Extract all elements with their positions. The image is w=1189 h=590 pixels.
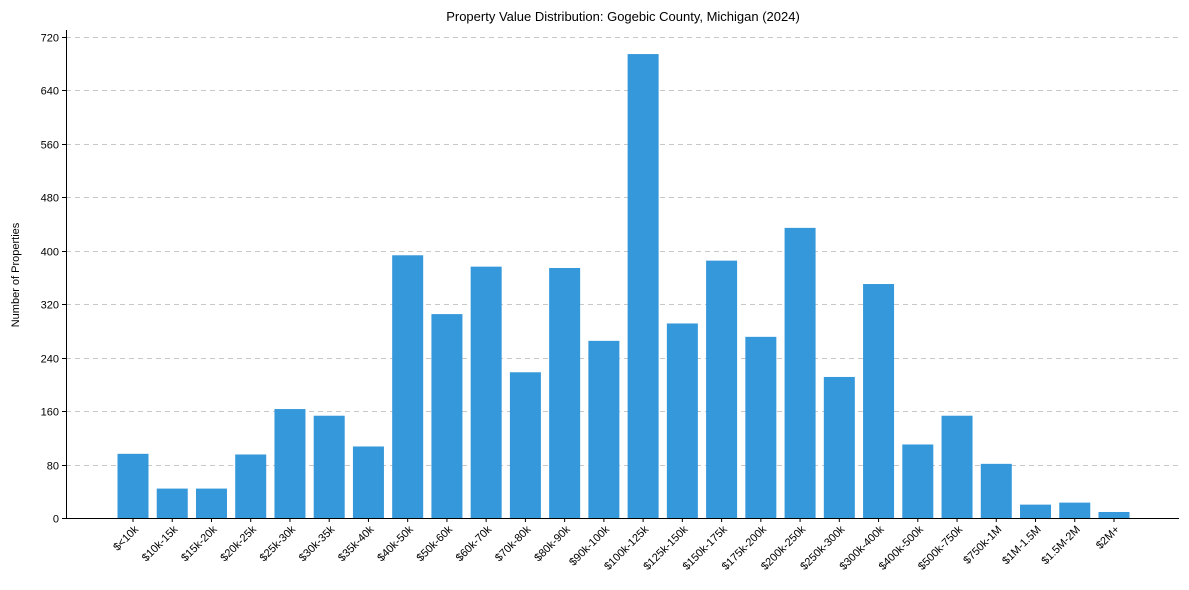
y-tick-label: 480 xyxy=(41,193,59,205)
bar xyxy=(274,409,306,518)
bar xyxy=(195,488,227,518)
x-tick-label: $10k-15k xyxy=(140,523,181,564)
bar xyxy=(706,260,738,518)
bar xyxy=(784,227,816,518)
bar xyxy=(627,54,659,518)
bar xyxy=(470,266,502,518)
y-tick-label: 0 xyxy=(53,514,59,526)
y-tick-label: 640 xyxy=(41,86,59,98)
x-tick-label: $35k-40k xyxy=(336,523,377,564)
y-tick-label: 720 xyxy=(41,33,59,45)
x-tick-label: $25k-30k xyxy=(258,523,299,564)
x-tick-label: $30k-35k xyxy=(297,523,338,564)
bar xyxy=(745,336,777,518)
x-tick-label: $15k-20k xyxy=(179,523,220,564)
grid-lines xyxy=(66,37,1179,466)
bar xyxy=(1020,504,1052,518)
bar xyxy=(156,488,188,518)
y-axis-label: Number of Properties xyxy=(10,222,22,327)
y-tick-label: 80 xyxy=(47,461,59,473)
bar xyxy=(1098,511,1130,518)
y-tick-label: 320 xyxy=(41,300,59,312)
bar xyxy=(235,454,267,518)
x-tick-label: $70k-80k xyxy=(493,523,534,564)
bar xyxy=(1059,502,1091,518)
chart-title: Property Value Distribution: Gogebic Cou… xyxy=(446,9,800,24)
bar xyxy=(823,376,855,518)
bar xyxy=(509,372,541,518)
bar xyxy=(863,284,895,518)
bar xyxy=(392,255,424,518)
x-tick-label: $750k-1M xyxy=(961,524,1004,567)
bar xyxy=(352,446,384,518)
bar xyxy=(431,314,463,518)
x-tick-label: $2M+ xyxy=(1094,524,1122,552)
x-tick-label: $50k-60k xyxy=(415,523,456,564)
x-tick-label: $60k-70k xyxy=(454,523,495,564)
bar xyxy=(117,453,149,518)
x-tick-label: $20k-25k xyxy=(218,523,259,564)
bar xyxy=(666,323,698,518)
bar xyxy=(941,415,973,518)
y-tick-label: 400 xyxy=(41,247,59,259)
y-tick-label: 160 xyxy=(41,407,59,419)
bar xyxy=(588,340,620,518)
y-tick-label: 560 xyxy=(41,140,59,152)
x-tick-label: $40k-50k xyxy=(375,523,416,564)
x-tick-label: $<10k xyxy=(111,523,141,553)
x-tick-label: $1.5M-2M xyxy=(1039,524,1083,568)
bars xyxy=(117,54,1130,518)
axes xyxy=(66,30,1179,519)
x-tick-label: $1M-1.5M xyxy=(1000,524,1044,568)
bar xyxy=(902,444,934,518)
y-tick-label: 240 xyxy=(41,354,59,366)
bar xyxy=(313,415,345,518)
y-ticks: 0 80 160 240 320 400 480 560 640 720 xyxy=(41,33,66,526)
x-ticks: $<10k$10k-15k$15k-20k$20k-25k$25k-30k$30… xyxy=(111,518,1122,573)
bar xyxy=(549,267,581,518)
x-tick-label: $80k-90k xyxy=(532,523,573,564)
bar xyxy=(980,463,1012,518)
